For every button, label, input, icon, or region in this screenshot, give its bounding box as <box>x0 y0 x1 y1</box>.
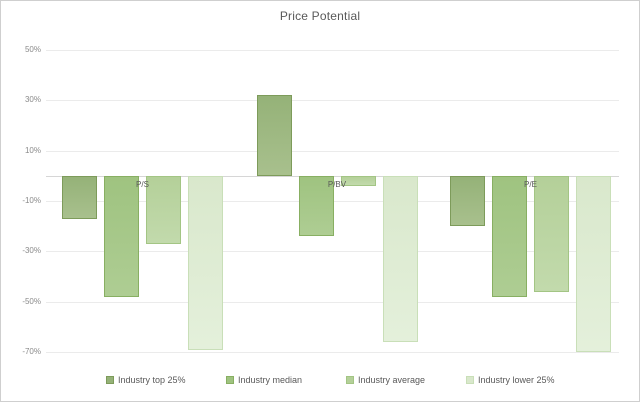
bar-industry-median-p-s[interactable] <box>103 176 139 297</box>
legend-label: Industry median <box>238 375 303 385</box>
bar-industry-average-p-bv[interactable] <box>340 176 376 186</box>
legend-label: Industry lower 25% <box>478 375 555 385</box>
category-label-p-s: P/S <box>136 180 149 189</box>
bar-industry-median-p-bv[interactable] <box>298 176 334 236</box>
bar-industry-average-p-e[interactable] <box>533 176 569 292</box>
chart-title: Price Potential <box>279 9 361 23</box>
legend-item-industry-average[interactable]: Industry average <box>346 375 425 385</box>
gridline <box>46 251 619 252</box>
bar-industry-average-p-s[interactable] <box>145 176 181 244</box>
legend-item-industry-lower-25[interactable]: Industry lower 25% <box>466 375 555 385</box>
legend-label: Industry average <box>358 375 426 385</box>
legend-swatch-icon <box>346 376 354 384</box>
y-axis-label: 10% <box>24 146 41 155</box>
bar-industry-lower-25-p-s[interactable] <box>187 176 223 350</box>
y-axis-label: -50% <box>22 297 41 306</box>
bar-industry-lower-25-p-e[interactable] <box>575 176 611 352</box>
gridline <box>46 151 619 152</box>
category-label-p-e: P/E <box>524 180 537 189</box>
bar-industry-top-25-p-s[interactable] <box>62 176 97 219</box>
y-axis-label: 30% <box>24 95 41 104</box>
bar-industry-top-25-p-e[interactable] <box>450 176 485 226</box>
bar-industry-lower-25-p-bv[interactable] <box>382 176 418 342</box>
gridline <box>46 100 619 101</box>
gridline <box>46 352 619 353</box>
legend-swatch-icon <box>466 376 474 384</box>
legend-label: Industry top 25% <box>118 375 186 385</box>
legend-item-industry-median[interactable]: Industry median <box>226 375 302 385</box>
legend-item-industry-top-25[interactable]: Industry top 25% <box>106 375 186 385</box>
y-axis-label: -30% <box>22 246 41 255</box>
y-axis-label: 50% <box>24 45 41 54</box>
bar-industry-top-25-p-bv[interactable] <box>257 95 292 176</box>
y-axis-label: -70% <box>22 347 41 356</box>
legend-swatch-icon <box>226 376 234 384</box>
bar-industry-median-p-e[interactable] <box>491 176 527 297</box>
y-axis-label: -10% <box>22 196 41 205</box>
legend-swatch-icon <box>106 376 114 384</box>
gridline <box>46 302 619 303</box>
gridline <box>46 50 619 51</box>
category-label-p-bv: P/BV <box>327 180 347 189</box>
